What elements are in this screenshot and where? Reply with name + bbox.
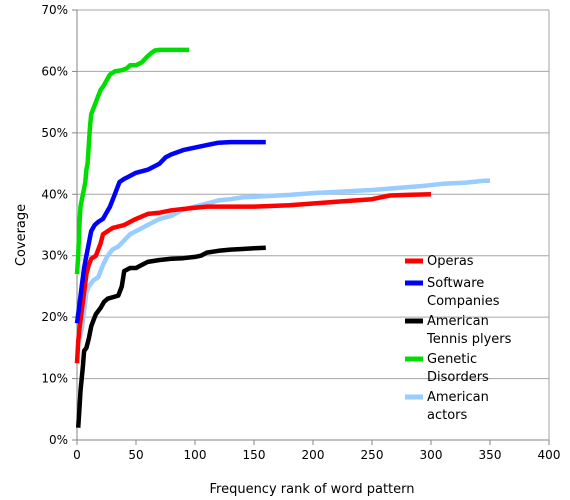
y-tick-label: 50% [41, 126, 68, 140]
y-tick-label: 20% [41, 310, 68, 324]
x-tick-label: 350 [479, 448, 502, 462]
x-tick-label: 50 [128, 448, 143, 462]
legend-label: actors [427, 408, 468, 423]
legend-label: Disorders [427, 370, 489, 385]
x-tick-label: 0 [73, 448, 81, 462]
y-tick-label: 10% [41, 372, 68, 386]
legend-label: Operas [427, 254, 474, 269]
legend-label: American [427, 314, 489, 329]
legend-item: Software Companies [405, 276, 500, 309]
legend-label: American [427, 390, 489, 405]
y-tick-label: 40% [41, 187, 68, 201]
legend-item: Genetic Disorders [405, 352, 489, 385]
y-tick-label: 0% [49, 433, 68, 447]
x-tick-label: 250 [361, 448, 384, 462]
series-line-american-tennis-plyers [78, 248, 266, 428]
x-tick-label: 200 [302, 448, 325, 462]
x-tick-label: 100 [184, 448, 207, 462]
legend-label: Companies [427, 294, 500, 309]
x-axis-title: Frequency rank of word pattern [209, 482, 414, 497]
legend-label: Genetic [427, 352, 477, 367]
x-tick-label: 400 [538, 448, 561, 462]
x-tick-label: 150 [243, 448, 266, 462]
series-line-genetic-disorders [77, 50, 189, 274]
legend-item: Operas [405, 254, 474, 269]
legend-item: American Tennis plyers [405, 314, 512, 347]
y-axis-title: Coverage [14, 204, 29, 266]
x-tick-label: 300 [420, 448, 443, 462]
y-tick-label: 70% [41, 3, 68, 17]
series-line-operas [77, 194, 431, 363]
legend-label: Software [427, 276, 484, 291]
y-tick-label: 60% [41, 64, 68, 78]
y-tick-label: 30% [41, 249, 68, 263]
legend-label: Tennis plyers [426, 332, 512, 347]
legend: Operas Software Companies American Tennis pl… [405, 254, 512, 423]
legend-item: American actors [405, 390, 489, 423]
